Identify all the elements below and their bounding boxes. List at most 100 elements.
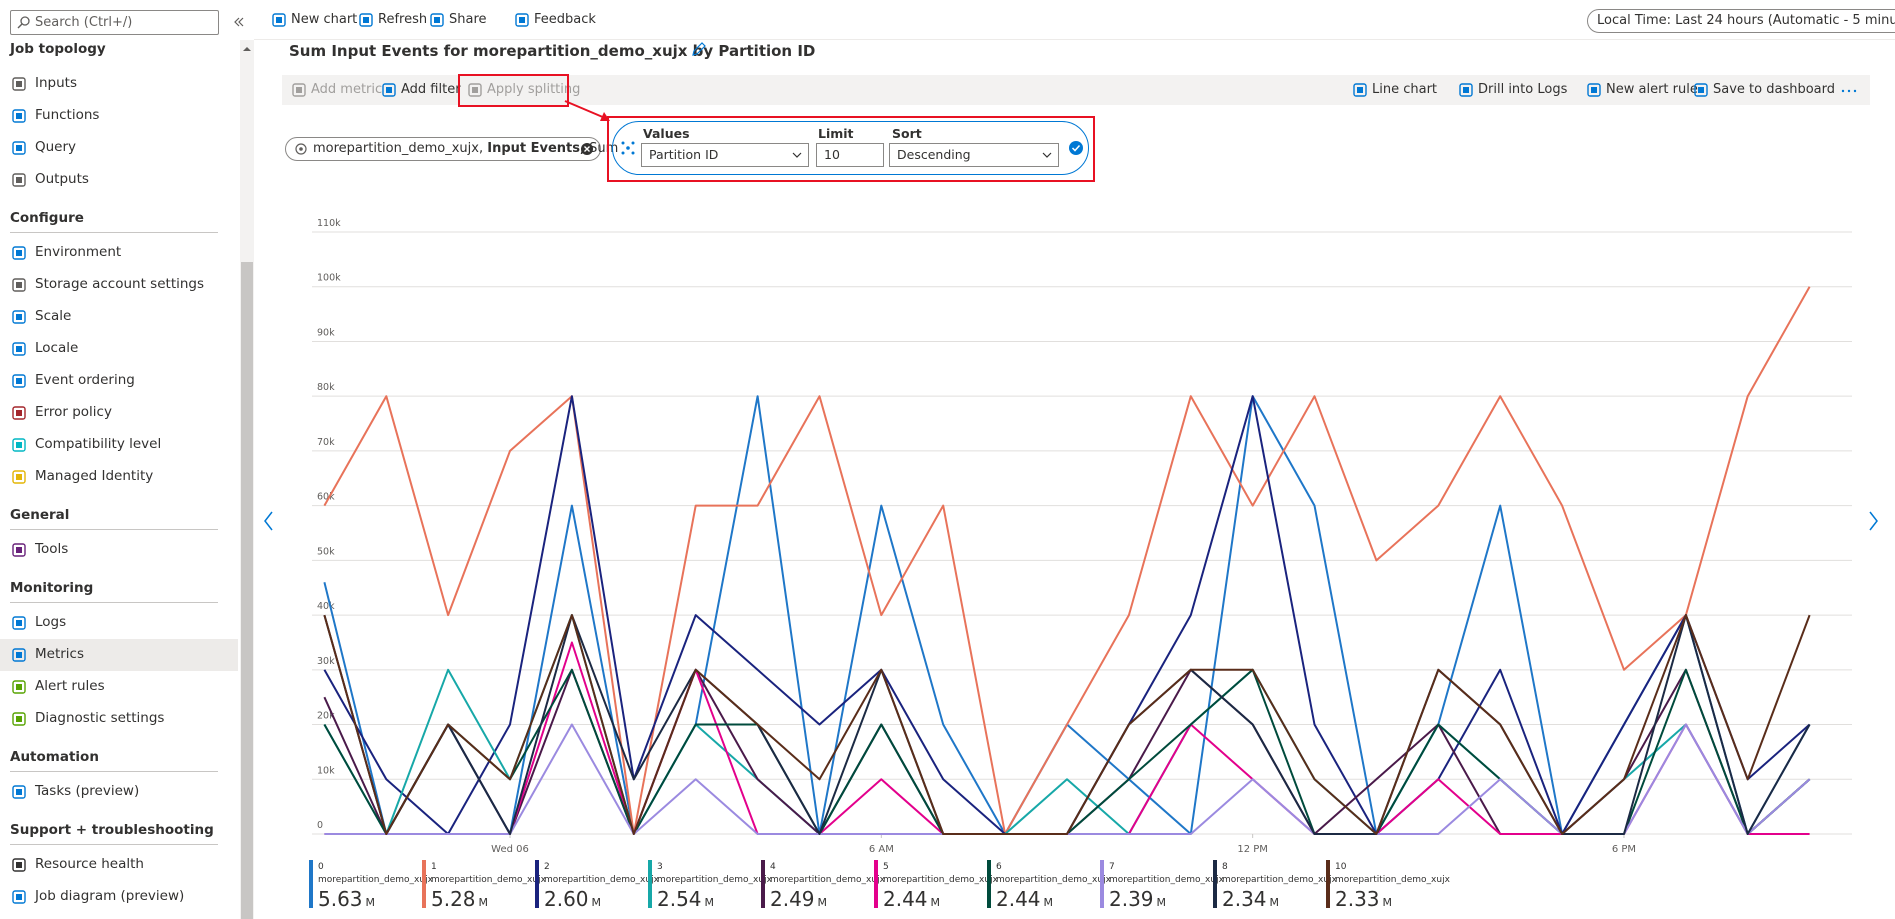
section-title: Support + troubleshooting <box>10 822 214 838</box>
icon-shape <box>382 83 396 97</box>
icon-shape <box>12 342 26 356</box>
nav-item[interactable]: Logs <box>35 614 67 630</box>
nav-item[interactable]: Job diagram (preview) <box>35 888 185 904</box>
dot <box>1853 89 1857 93</box>
scroll-up[interactable] <box>241 44 253 54</box>
legend-total-unit: M <box>931 896 941 909</box>
next-arrow[interactable] <box>1866 510 1880 532</box>
y-tick-label: 10k <box>317 765 335 776</box>
icon-shape <box>16 620 22 626</box>
legend-total-value: 5.63 <box>318 887 363 911</box>
legend-name: 10 <box>1335 862 1347 872</box>
legend-name: 7 <box>1109 862 1115 872</box>
nav-item[interactable]: Compatibility level <box>35 436 162 452</box>
legend-total: 2.44 M <box>996 887 1053 911</box>
dot <box>1847 89 1851 93</box>
nav-item[interactable]: Scale <box>35 308 72 324</box>
nav-item[interactable]: Metrics <box>35 646 85 662</box>
legend-total-value: 2.33 <box>1335 887 1380 911</box>
nav-item[interactable]: Inputs <box>35 75 77 91</box>
collapse-button[interactable] <box>232 15 246 29</box>
legend-resource: morepartition_demo_xujx <box>996 875 1112 885</box>
y-tick-label: 80k <box>317 382 335 393</box>
nav-item[interactable]: Functions <box>35 107 100 123</box>
icon-shape <box>16 410 22 416</box>
nav-item[interactable]: Managed Identity <box>35 468 154 484</box>
command-button[interactable]: Drill into Logs <box>1478 82 1568 97</box>
icon-shape <box>16 314 22 320</box>
scrollbar-thumb[interactable] <box>241 262 253 919</box>
icon-shape <box>12 543 26 557</box>
nav-item[interactable]: Tasks (preview) <box>35 783 140 799</box>
y-tick-label: 110k <box>317 218 341 229</box>
metric-pill[interactable]: morepartition_demo_xujx, Input Events, S… <box>285 137 618 161</box>
icon-shape <box>12 890 26 904</box>
nav-item[interactable]: Locale <box>35 340 79 356</box>
icon-shape <box>515 13 529 27</box>
toolbar-icon <box>272 13 286 27</box>
sort-dropdown[interactable]: Descending <box>889 143 1059 167</box>
nav-icon <box>12 712 26 726</box>
series-line <box>324 641 1810 835</box>
nav-icon <box>12 342 26 356</box>
command-button[interactable]: Add metric <box>311 82 383 97</box>
series-line <box>323 668 1811 835</box>
command-button[interactable]: Save to dashboard <box>1713 82 1835 97</box>
icon-shape <box>292 83 306 97</box>
icon-shape <box>12 648 26 662</box>
legend-resource: morepartition_demo_xujx <box>883 875 999 885</box>
toolbar-button[interactable]: Refresh <box>378 12 428 27</box>
metric-aggregation: Sum <box>589 141 619 156</box>
command-button[interactable]: Line chart <box>1372 82 1438 97</box>
prev-arrow[interactable] <box>262 510 276 532</box>
command-button[interactable]: New alert rule <box>1606 82 1698 97</box>
remove-metric[interactable] <box>580 142 594 156</box>
nav-item[interactable]: Outputs <box>35 171 89 187</box>
nav-item[interactable]: Event ordering <box>35 372 135 388</box>
legend-total-unit: M <box>592 896 602 909</box>
icon-shape <box>359 13 373 27</box>
values-dropdown[interactable]: Partition ID <box>641 143 809 167</box>
selected-bg <box>0 639 238 671</box>
section-divider <box>10 844 218 845</box>
legend-total-value: 2.54 <box>657 887 702 911</box>
legend-total-value: 2.49 <box>770 887 815 911</box>
nav-item[interactable]: Diagnostic settings <box>35 710 165 726</box>
apply-check[interactable] <box>1068 140 1084 156</box>
search-box[interactable]: Search (Ctrl+/) <box>10 10 219 35</box>
legend-total-unit: M <box>818 896 828 909</box>
nav-item[interactable]: Query <box>35 139 77 155</box>
icon-shape <box>16 81 22 87</box>
toolbar-button[interactable]: Share <box>449 12 487 27</box>
top-toolbar: New chart Refresh Share Feedback <box>254 0 1895 40</box>
more-button[interactable] <box>1841 88 1857 94</box>
section-title: General <box>10 507 70 523</box>
icon-shape <box>16 652 22 658</box>
nav-item[interactable]: Storage account settings <box>35 276 205 292</box>
toolbar-button[interactable]: New chart <box>291 12 358 27</box>
nav-icon <box>12 77 26 91</box>
command-button[interactable]: Add filter <box>401 82 461 97</box>
command-button[interactable]: Apply splitting <box>487 82 581 97</box>
icon-shape <box>276 17 282 23</box>
icon-shape <box>468 83 482 97</box>
edit-title[interactable] <box>691 41 707 57</box>
legend-resource: morepartition_demo_xujx <box>1222 875 1338 885</box>
metric-name: Input Events, <box>487 141 585 156</box>
x-tick-label: 6 PM <box>1612 844 1636 855</box>
nav-item[interactable]: Alert rules <box>35 678 105 694</box>
metric-icon <box>295 143 307 155</box>
nav-item[interactable]: Tools <box>35 541 69 557</box>
nav-item[interactable]: Error policy <box>35 404 112 420</box>
search-icon <box>17 16 30 29</box>
time-range[interactable]: Local Time: Last 24 hours (Automatic - 5… <box>1587 9 1895 33</box>
legend-swatch <box>987 860 991 908</box>
nav-item[interactable]: Resource health <box>35 856 144 872</box>
nav-icon <box>12 616 26 630</box>
nav-item[interactable]: Environment <box>35 244 122 260</box>
icon-shape <box>16 684 22 690</box>
toolbar-button[interactable]: Feedback <box>534 12 596 27</box>
limit-input[interactable]: 10 <box>816 143 884 167</box>
toolbar-icon <box>515 13 529 27</box>
y-tick-label: 30k <box>317 656 335 667</box>
